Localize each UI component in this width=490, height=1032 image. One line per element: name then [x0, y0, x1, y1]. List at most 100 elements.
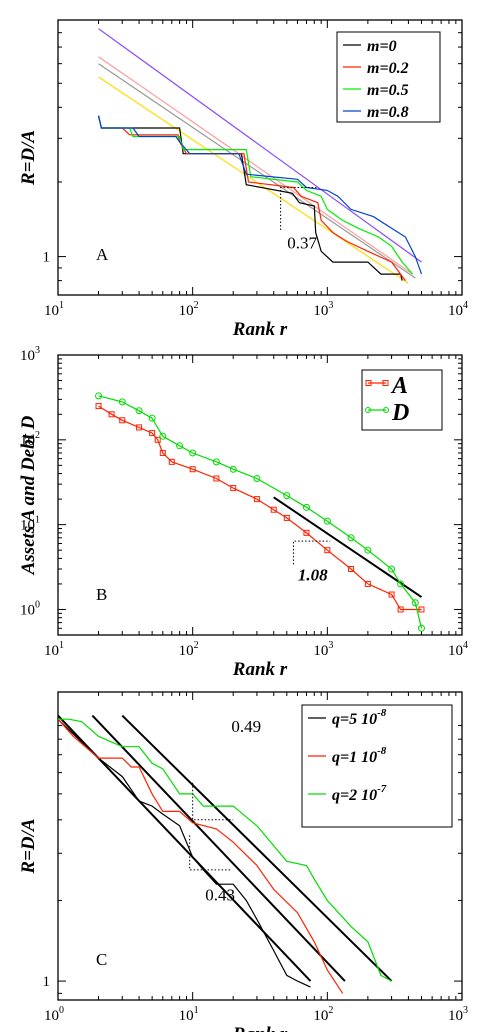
- marker-square: [418, 606, 425, 613]
- marker-square: [189, 466, 196, 473]
- x-tick-exp: 0: [59, 1005, 64, 1016]
- x-tick-base: 10: [179, 303, 194, 319]
- legend-text: m=0.8: [367, 104, 409, 121]
- legend-label: q=5 10-8: [332, 707, 387, 728]
- legend-label: q=1 10-8: [332, 745, 387, 766]
- marker-square: [348, 565, 355, 572]
- y-tick-exp: 0: [35, 599, 40, 610]
- x-tick-exp: 1: [194, 1005, 199, 1016]
- y-tick-label: 1: [43, 250, 51, 266]
- slope-annotation: 0.37: [287, 233, 317, 252]
- x-tick-base: 10: [448, 643, 463, 659]
- x-axis-label: Rank r: [232, 1024, 288, 1032]
- series-line-1: [58, 718, 344, 994]
- marker-square: [324, 547, 331, 554]
- fit-line: [121, 714, 393, 982]
- x-tick-label: 104: [448, 300, 468, 319]
- legend-label: m=0.8: [367, 104, 409, 121]
- marker-circle: [253, 474, 261, 482]
- marker-circle: [95, 392, 103, 400]
- panel-letter: A: [96, 245, 109, 264]
- fit-line: [98, 63, 416, 279]
- series-line-0: [98, 405, 422, 611]
- fit-line: [91, 714, 346, 982]
- legend-text: m=0: [367, 38, 397, 55]
- marker-circle: [176, 442, 184, 450]
- slope-annotation: 1.08: [298, 565, 328, 584]
- slope-triangle: [292, 540, 331, 565]
- x-tick-exp: 1: [59, 640, 64, 651]
- x-tick-base: 10: [44, 303, 59, 319]
- legend-marker: [382, 380, 389, 386]
- y-tick-label: 102: [20, 430, 40, 449]
- marker-circle: [148, 414, 156, 422]
- y-tick-label: 103: [20, 345, 40, 364]
- x-tick-exp: 2: [194, 640, 199, 651]
- plot-frame: [57, 691, 463, 1001]
- marker-circle: [364, 546, 372, 554]
- marker-square: [253, 496, 260, 503]
- x-tick-label: 101: [44, 640, 64, 659]
- marker-square: [230, 485, 237, 492]
- legend: m=0 m=0.2 m=0.5 m=0.8: [336, 31, 441, 123]
- marker-square: [95, 403, 102, 410]
- legend: AD: [361, 369, 443, 431]
- x-tick-base: 10: [313, 303, 328, 319]
- x-tick-exp: 3: [328, 640, 333, 651]
- marker-square: [270, 506, 277, 513]
- y-tick-exp: 2: [35, 430, 40, 441]
- slope-triangle: [192, 782, 234, 821]
- plot-area: [58, 714, 393, 994]
- legend-text: m=0.5: [367, 82, 409, 99]
- slope-triangle: [189, 835, 231, 871]
- marker-circle: [118, 398, 126, 406]
- panel-letter: C: [96, 950, 107, 969]
- legend-text: A: [390, 373, 408, 399]
- marker-circle: [397, 580, 405, 588]
- x-tick-base: 10: [179, 1008, 194, 1024]
- fit-line: [273, 496, 423, 598]
- x-tick-label: 101: [179, 1005, 199, 1024]
- marker-circle: [189, 449, 197, 457]
- y-tick-base: 10: [20, 348, 35, 364]
- x-tick-label: 100: [44, 1005, 64, 1024]
- series-line-1: [97, 115, 406, 281]
- x-tick-label: 102: [313, 1005, 333, 1024]
- x-tick-base: 10: [179, 643, 194, 659]
- legend-label: m=0: [367, 38, 397, 55]
- fit-line: [98, 28, 422, 263]
- x-axis-label: Rank r: [232, 319, 288, 340]
- legend-sup: -8: [377, 707, 387, 719]
- x-tick-base: 10: [44, 643, 59, 659]
- x-tick-label: 102: [179, 640, 199, 659]
- legend-box: [301, 704, 453, 828]
- legend-label: m=0.2: [367, 60, 409, 77]
- y-tick-base: 10: [20, 602, 35, 618]
- series-line-0: [58, 718, 311, 988]
- x-tick-exp: 4: [463, 640, 468, 651]
- series-line-1: [98, 395, 423, 629]
- fit-line: [98, 76, 409, 284]
- series-line-2: [58, 718, 392, 982]
- marker-circle: [159, 432, 167, 440]
- marker-square: [108, 411, 115, 418]
- x-tick-label: 103: [313, 300, 333, 319]
- x-tick-exp: 2: [328, 1005, 333, 1016]
- series-line-2: [97, 115, 414, 275]
- x-tick-base: 10: [313, 1008, 328, 1024]
- marker-circle: [417, 624, 425, 632]
- x-tick-exp: 2: [194, 300, 199, 311]
- marker-circle: [323, 517, 331, 525]
- slope-annotation: 0.43: [205, 885, 235, 904]
- legend-text: m=0.2: [367, 60, 409, 77]
- x-tick-exp: 1: [59, 300, 64, 311]
- y-tick-label: 100: [20, 599, 40, 618]
- legend-marker: [383, 407, 389, 413]
- y-tick-base: 10: [20, 518, 35, 534]
- y-axis-label: R=D/A: [18, 130, 39, 186]
- slope-annotation: 0.49: [231, 717, 261, 736]
- legend-label: A: [390, 373, 408, 399]
